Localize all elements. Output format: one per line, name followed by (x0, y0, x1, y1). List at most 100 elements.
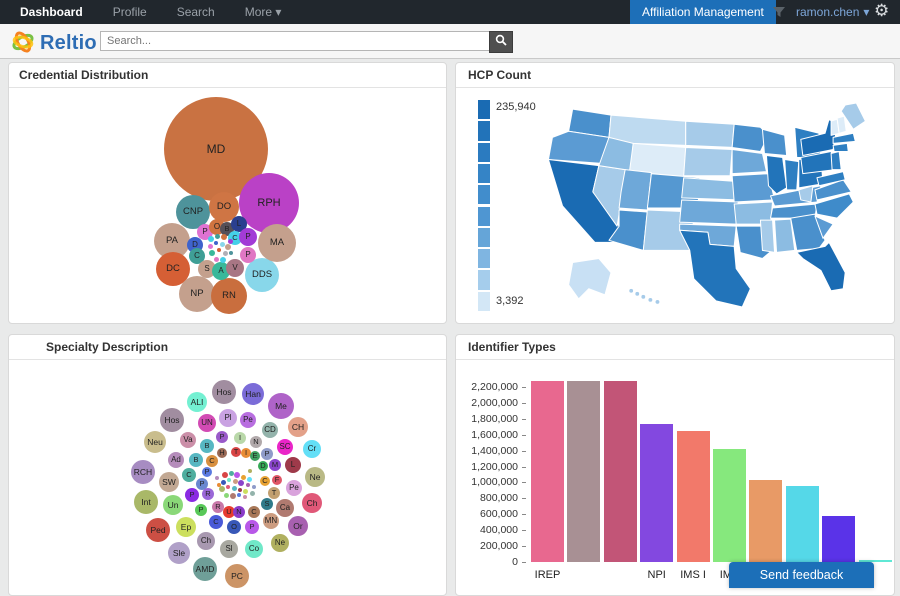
bubble-NP[interactable]: NP (179, 276, 215, 312)
bubble-CNP[interactable]: CNP (176, 195, 210, 229)
bubble-Pe[interactable]: Pe (286, 480, 302, 496)
state-HI[interactable] (647, 297, 653, 303)
bar-IREP[interactable] (531, 380, 564, 562)
bubble-PC[interactable]: PC (225, 564, 249, 588)
bubble-Ne[interactable]: Ne (271, 534, 289, 552)
bubble-I[interactable]: I (241, 448, 251, 458)
bubble-P[interactable]: P (196, 478, 208, 490)
bubble-B[interactable]: B (189, 453, 203, 467)
bubble-Ped[interactable]: Ped (146, 518, 170, 542)
bubble-Hos[interactable]: Hos (212, 380, 236, 404)
bubble-Ch[interactable]: Ch (302, 493, 322, 513)
nav-item-dashboard[interactable]: Dashboard (20, 5, 83, 19)
state-CT[interactable] (832, 142, 849, 152)
bar-series-10[interactable] (858, 560, 892, 562)
bubble-Ch[interactable]: Ch (197, 532, 215, 550)
brand-logo[interactable]: Reltio (8, 27, 97, 60)
state-SC[interactable] (814, 215, 834, 239)
bar-series-7[interactable] (749, 480, 783, 562)
bubble-Sl[interactable]: Sl (220, 540, 238, 558)
state-AZ[interactable] (608, 209, 648, 251)
bubble-O[interactable]: O (227, 520, 241, 534)
state-ND[interactable] (685, 120, 735, 148)
bubble-Sle[interactable]: Sle (168, 542, 190, 564)
bubble-C[interactable]: C (206, 455, 218, 467)
bubble-R[interactable]: R (212, 501, 224, 513)
bar-series-3[interactable] (603, 380, 637, 562)
bubble-B[interactable]: B (200, 439, 214, 453)
state-HI[interactable] (628, 288, 634, 294)
bubble-Va[interactable]: Va (180, 432, 196, 448)
bubble-Han[interactable]: Han (242, 383, 264, 405)
bar-NPI[interactable] (640, 423, 674, 562)
bubble-Cr[interactable]: Cr (303, 440, 321, 458)
nav-item-search[interactable]: Search (176, 5, 215, 19)
state-MA[interactable] (832, 132, 856, 144)
bubble-N[interactable]: N (233, 506, 245, 518)
bubble-Me[interactable]: Me (268, 393, 294, 419)
bubble-Ca[interactable]: Ca (276, 499, 294, 517)
bubble-N[interactable]: N (250, 436, 262, 448)
bubble-C[interactable]: C (209, 515, 223, 529)
bubble-RPH[interactable]: RPH (239, 173, 299, 233)
bubble-Pl[interactable]: Pl (219, 409, 237, 427)
state-SD[interactable] (683, 146, 733, 177)
bubble-H[interactable]: H (217, 448, 227, 458)
bubble-C[interactable]: C (260, 476, 270, 486)
bubble-T[interactable]: T (231, 447, 241, 457)
bar-series-9[interactable] (822, 515, 856, 562)
bubble-MA[interactable]: MA (258, 224, 296, 262)
bubble-S[interactable]: S (261, 498, 273, 510)
state-TX[interactable] (679, 229, 751, 308)
bubble-P[interactable]: P (261, 448, 273, 460)
state-FL[interactable] (796, 241, 846, 292)
bubble-M[interactable]: M (269, 459, 281, 471)
state-KS[interactable] (679, 199, 739, 225)
bubble-T[interactable]: T (268, 487, 280, 499)
bubble-CH[interactable]: CH (288, 417, 308, 437)
bubble-MN[interactable]: MN (263, 513, 279, 529)
bubble-F[interactable]: F (272, 475, 282, 485)
bubble-P[interactable]: P (239, 228, 257, 246)
state-NE[interactable] (681, 177, 741, 201)
state-NJ[interactable] (830, 150, 842, 171)
state-IA[interactable] (731, 148, 767, 175)
state-OR[interactable] (547, 130, 610, 165)
bubble-CD[interactable]: CD (262, 422, 278, 438)
bar-series-8[interactable] (785, 485, 819, 562)
bubble-U[interactable]: U (223, 506, 235, 518)
bubble-AMD[interactable]: AMD (193, 557, 217, 581)
bubble-RN[interactable]: RN (211, 278, 247, 314)
state-NC[interactable] (814, 193, 854, 219)
bubble-Int[interactable]: Int (134, 490, 158, 514)
nav-item-profile[interactable]: Profile (112, 5, 147, 19)
bubble-P[interactable]: P (185, 488, 199, 502)
bubble-S[interactable]: S (198, 260, 216, 278)
bar-IMS I[interactable] (676, 430, 710, 562)
user-menu[interactable]: ramon.chen ▾ (796, 0, 869, 24)
state-MT[interactable] (608, 114, 687, 146)
state-WI[interactable] (761, 128, 788, 157)
search-button[interactable] (489, 31, 513, 53)
state-MD[interactable] (816, 171, 846, 187)
state-IL[interactable] (765, 155, 788, 195)
state-MS[interactable] (759, 219, 776, 253)
bubble-D[interactable]: D (258, 461, 268, 471)
bubble-SW[interactable]: SW (159, 472, 179, 492)
bubble-A[interactable]: A (212, 262, 230, 280)
bubble-Neu[interactable]: Neu (144, 431, 166, 453)
bubble-Ep[interactable]: Ep (176, 517, 196, 537)
bubble-P[interactable]: P (240, 247, 256, 263)
send-feedback-button[interactable]: Send feedback (729, 562, 874, 588)
bubble-Un[interactable]: Un (163, 495, 183, 515)
state-ME[interactable] (840, 102, 866, 130)
state-HI[interactable] (654, 299, 660, 305)
bubble-SC[interactable]: SC (277, 439, 293, 455)
bubble-C[interactable]: C (182, 468, 196, 482)
bar-IMS[interactable] (713, 449, 746, 562)
state-UT[interactable] (618, 169, 652, 211)
state-AL[interactable] (774, 218, 796, 253)
bubble-ALI[interactable]: ALI (187, 392, 207, 412)
bubble-P[interactable]: P (195, 504, 207, 516)
state-WV[interactable] (798, 185, 814, 203)
